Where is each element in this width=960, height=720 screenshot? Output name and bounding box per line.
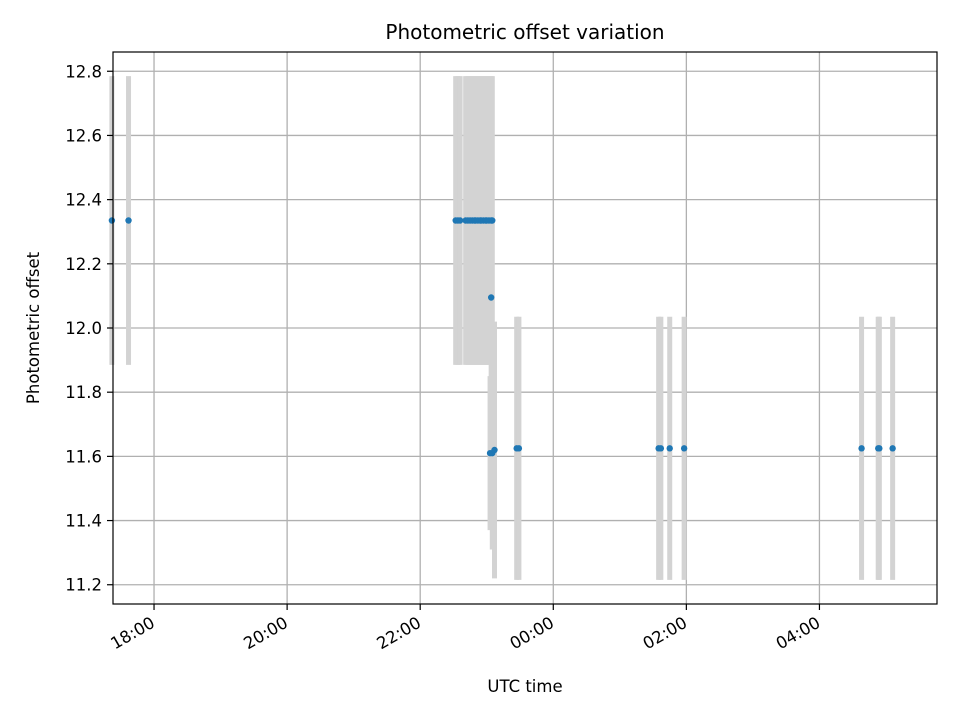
data-point xyxy=(889,445,896,452)
data-point xyxy=(858,445,865,452)
y-tick-label: 12.8 xyxy=(65,62,102,81)
y-tick-label: 11.4 xyxy=(65,512,102,531)
chart-title: Photometric offset variation xyxy=(385,20,664,44)
data-point xyxy=(515,445,523,452)
y-tick-label: 12.0 xyxy=(65,319,102,338)
grid xyxy=(113,52,937,604)
data-point xyxy=(489,217,496,224)
data-point xyxy=(108,217,116,224)
y-tick-label: 11.6 xyxy=(65,447,102,466)
y-tick-label: 12.4 xyxy=(65,191,102,210)
data-point xyxy=(456,217,464,224)
data-point xyxy=(680,445,688,452)
data-point xyxy=(125,217,132,224)
x-axis-label: UTC time xyxy=(487,677,562,696)
y-tick-label: 11.2 xyxy=(65,576,102,595)
y-axis-label: Photometric offset xyxy=(24,251,43,404)
data-point xyxy=(487,294,495,301)
y-tick-label: 12.2 xyxy=(65,255,102,274)
data-point xyxy=(876,445,883,452)
data-point xyxy=(491,446,498,454)
y-axis: 11.2 11.4 11.6 11.8 12.0 12.2 12.4 12.6 12.8 xyxy=(65,62,113,595)
y-tick-label: 12.6 xyxy=(65,126,102,145)
data-point xyxy=(657,445,665,452)
data-point xyxy=(666,445,673,452)
y-tick-label: 11.8 xyxy=(65,383,102,402)
data-points xyxy=(108,217,896,457)
